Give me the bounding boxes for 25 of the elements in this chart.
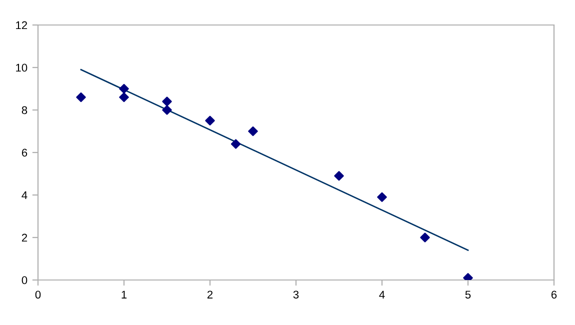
y-tick-label: 6 <box>22 148 28 157</box>
point <box>248 126 258 136</box>
x-tick-label: 1 <box>122 290 127 298</box>
point <box>205 116 215 126</box>
point <box>377 192 387 202</box>
point <box>119 84 129 94</box>
y-tick-label: 10 <box>16 64 28 72</box>
x-tick-label: 2 <box>207 290 213 298</box>
x-tick-label: 6 <box>551 290 557 299</box>
y-tick-label: 2 <box>22 234 28 242</box>
y-tick-label: 8 <box>22 106 28 114</box>
point <box>76 92 86 102</box>
y-tick-label: 12 <box>16 21 28 30</box>
y-tick-label: 0 <box>22 276 28 284</box>
x-tick-label: 5 <box>465 290 471 299</box>
x-tick-label: 4 <box>379 290 385 298</box>
point <box>334 171 344 181</box>
point <box>162 96 172 106</box>
x-tick-label: 0 <box>35 290 41 299</box>
point <box>162 105 172 115</box>
point <box>230 139 241 149</box>
point <box>119 92 129 102</box>
y-tick-label: 4 <box>22 191 28 200</box>
point <box>420 232 430 242</box>
x-tick-label: 3 <box>293 290 299 299</box>
